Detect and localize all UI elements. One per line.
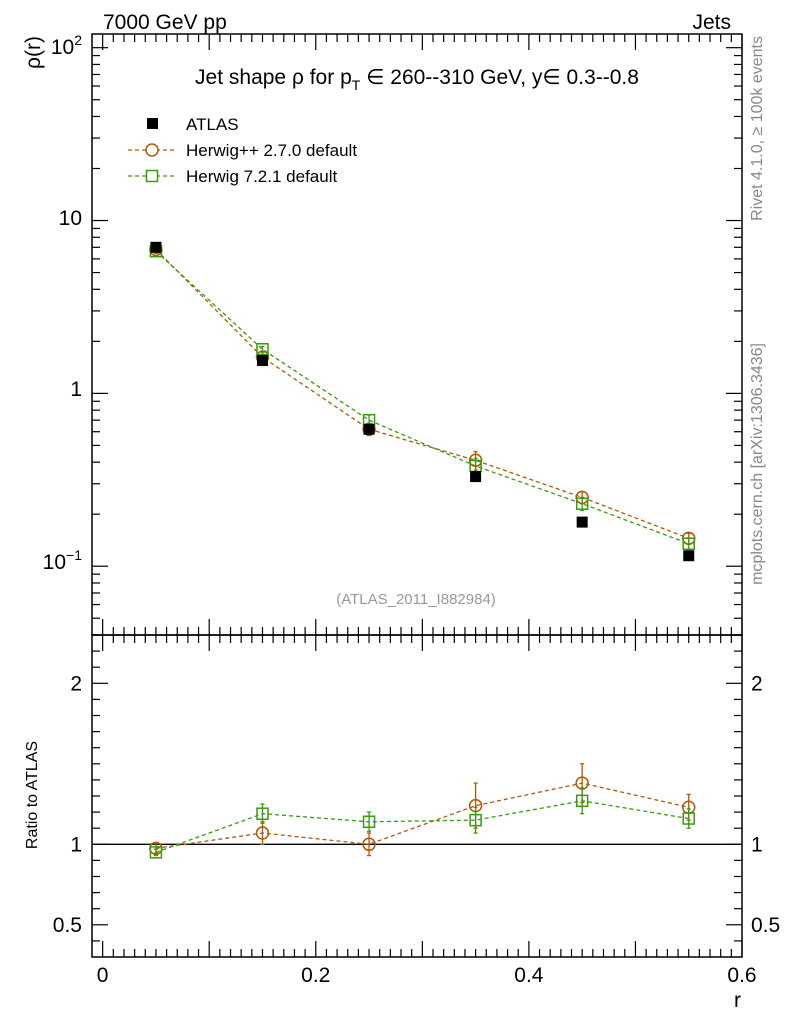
legend-label-herwigpp: Herwig++ 2.7.0 default — [186, 141, 357, 160]
ratio-point-herwig7 — [256, 807, 269, 820]
ytick-label-100: 102 — [51, 32, 82, 59]
header-category: Jets — [692, 11, 731, 34]
xtick-label-0.4: 0.4 — [514, 964, 544, 987]
point-atlas — [256, 354, 268, 366]
ratio-panel-frame — [91, 634, 743, 958]
legend-marker-atlas — [147, 118, 158, 129]
xtick-label-0: 0 — [97, 964, 109, 987]
series-line-herwigpp — [155, 249, 689, 539]
xtick-label-0.2: 0.2 — [301, 964, 330, 987]
ratio-point-herwig7 — [362, 815, 376, 829]
ratio-series — [149, 763, 696, 859]
main-x-ticks — [102, 34, 743, 635]
header-energy: 7000 GeV pp — [103, 11, 227, 34]
ratio-ytick-label-1: 1 — [70, 833, 82, 856]
point-atlas — [683, 550, 695, 562]
legend-label-herwig7: Herwig 7.2.1 default — [186, 167, 337, 186]
ratio-ytick-label-right-0.5: 0.5 — [751, 914, 780, 937]
ratio-ytick-label-0.5: 0.5 — [53, 914, 82, 937]
series-line-herwig7 — [155, 250, 689, 545]
main-y-axis-label: ρ(r) — [22, 36, 45, 69]
ytick-label-1: 1 — [70, 378, 82, 401]
xtick-label-0.6: 0.6 — [727, 964, 756, 987]
legend-marker-herwig7 — [145, 169, 159, 183]
ratio-ytick-label-right-1: 1 — [751, 833, 763, 856]
ratio-ytick-label-2: 2 — [70, 672, 82, 695]
legend-marker-herwigpp — [145, 143, 159, 157]
ratio-y-ticks — [92, 634, 742, 942]
ytick-label-10: 10 — [59, 207, 82, 230]
ratio-point-herwig7 — [149, 846, 163, 859]
side-mcplots-info: mcplots.cern.ch [arXiv:1306.3436] — [749, 343, 766, 585]
point-atlas — [470, 471, 482, 483]
ratio-y-axis-label: Ratio to ATLAS — [24, 741, 41, 849]
ratio-point-herwigpp — [255, 826, 270, 840]
ratio-point-herwigpp — [362, 837, 376, 852]
main-title: Jet shape ρ for pT ∈ 260--310 GeV, y∈ 0.… — [195, 66, 639, 93]
main-y-ticks — [92, 47, 742, 636]
ratio-x-ticks — [102, 635, 743, 957]
ratio-point-herwig7 — [682, 812, 695, 825]
ratio-ytick-label-right-2: 2 — [751, 672, 763, 695]
point-atlas — [576, 516, 588, 528]
ratio-line-herwigpp — [155, 782, 689, 849]
ratio-point-herwig7 — [575, 794, 589, 808]
point-herwig7 — [256, 343, 269, 356]
side-rivet-info: Rivet 4.1.0, ≥ 100k events — [749, 36, 766, 221]
point-atlas — [150, 241, 162, 253]
ytick-label-0.1: 10−1 — [43, 547, 83, 574]
ratio-line-herwig7 — [155, 800, 689, 853]
legend: ATLAS Herwig++ 2.7.0 default Herwig 7.2.… — [128, 115, 357, 186]
point-atlas — [363, 423, 375, 435]
x-axis-label: r — [734, 989, 741, 1012]
legend-label-atlas: ATLAS — [186, 115, 239, 134]
analysis-watermark: (ATLAS_2011_I882984) — [336, 591, 496, 608]
ratio-point-herwig7 — [469, 813, 482, 827]
main-series — [149, 241, 696, 562]
point-herwig7 — [575, 497, 589, 510]
point-herwig7 — [682, 537, 695, 550]
